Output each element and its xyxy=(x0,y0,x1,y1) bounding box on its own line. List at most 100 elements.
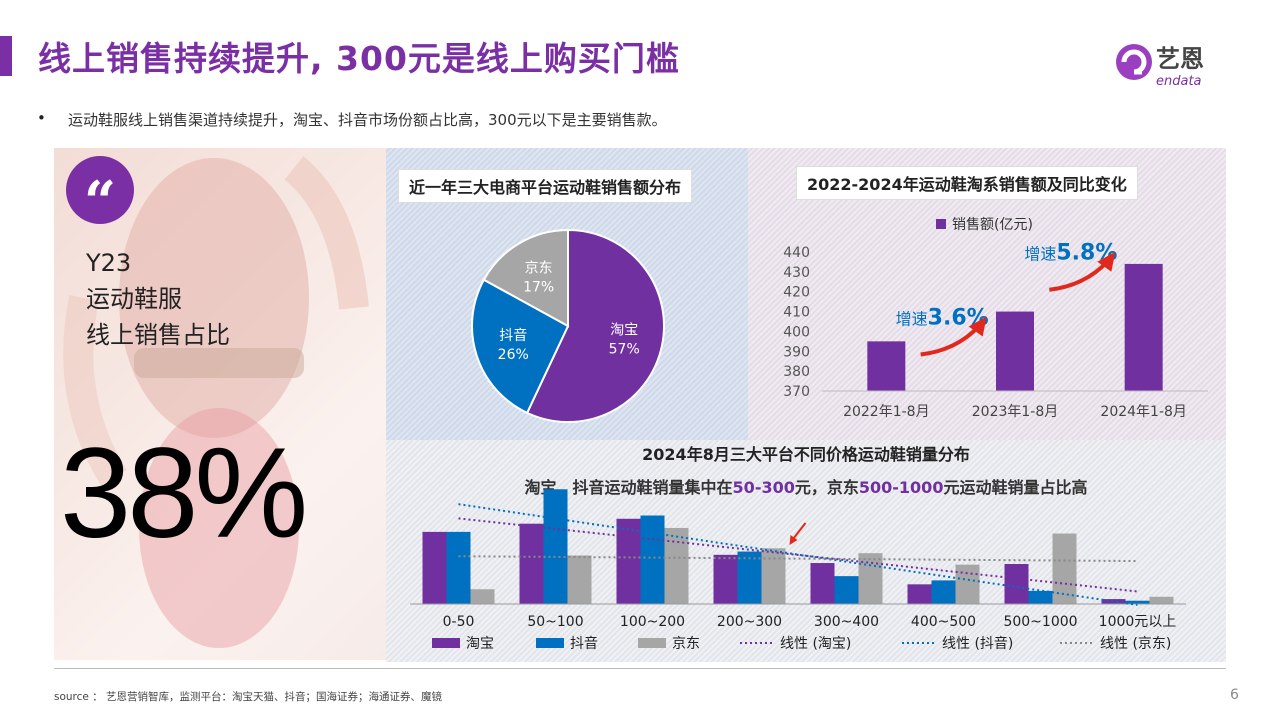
price-bar-1-3 xyxy=(737,551,762,604)
price-bar-2-1 xyxy=(567,555,592,604)
growth-arrowhead-0 xyxy=(968,316,987,337)
y-tick-label: 430 xyxy=(783,265,810,281)
legend-swatch-0 xyxy=(432,638,460,648)
quote-icon: “ xyxy=(66,156,134,235)
pie-label-value-1: 26% xyxy=(498,347,529,363)
footer-divider xyxy=(54,668,1226,669)
source-note: source ： 艺恩营销智库，监测平台：淘宝天猫、抖音；国海证券；海通证券、魔… xyxy=(54,691,443,703)
page-number: 6 xyxy=(1230,687,1239,703)
legend-swatch-2 xyxy=(638,638,666,648)
growth-annotation-0: 增速3.6% xyxy=(896,305,989,330)
y-tick-label: 440 xyxy=(783,245,810,261)
trendline-0 xyxy=(458,517,1138,593)
price-x-label-6: 500~1000 xyxy=(1003,614,1077,630)
annual-bar-0 xyxy=(867,341,906,391)
price-bar-2-6 xyxy=(1052,533,1077,604)
price-bar-1-6 xyxy=(1028,590,1053,604)
price-x-label-2: 100~200 xyxy=(620,614,685,630)
price-bar-2-3 xyxy=(761,548,786,604)
bullet-text: 运动鞋服线上销售渠道持续提升，淘宝、抖音市场份额占比高，300元以下是主要销售款… xyxy=(68,111,667,129)
price-x-label-1: 50~100 xyxy=(527,614,583,630)
price-bar-1-7 xyxy=(1125,600,1150,604)
y-tick-label: 390 xyxy=(783,344,810,360)
pie-slice-2 xyxy=(482,228,569,328)
growth-arrowhead-1 xyxy=(1097,251,1116,272)
price-x-label-0: 0-50 xyxy=(443,614,475,630)
price-bar-1-0 xyxy=(446,531,471,604)
pie-chart: 淘宝 57% 抖音 26% 京东 17% xyxy=(471,228,665,423)
price-bar-2-5 xyxy=(955,564,980,604)
y-tick-label: 400 xyxy=(783,324,810,340)
endata-logo: 艺恩 endata xyxy=(1112,40,1242,90)
y-tick-label: 380 xyxy=(783,364,810,380)
pie-slice-0 xyxy=(525,228,665,423)
pie-label-value-0: 57% xyxy=(609,342,640,358)
price-x-label-7: 1000元以上 xyxy=(1099,614,1177,630)
legend-label-1: 抖音 xyxy=(570,635,598,652)
price-bar-0-3 xyxy=(713,554,738,604)
pie-label-name-1: 抖音 xyxy=(499,327,527,344)
stat-label-year: Y23 xyxy=(86,249,132,277)
x-tick-label-0: 2022年1-8月 xyxy=(843,404,930,420)
x-tick-label-2: 2024年1-8月 xyxy=(1100,404,1187,420)
highlight-arrowhead xyxy=(789,535,798,545)
logo-icon xyxy=(1116,44,1152,80)
y-tick-label: 410 xyxy=(783,305,810,321)
page-title: 线上销售持续提升, 300元是线上购买门槛 xyxy=(38,39,680,78)
price-bar-0-0 xyxy=(422,531,447,604)
price-bar-2-7 xyxy=(1149,596,1174,604)
annual-bar-2 xyxy=(1124,263,1163,391)
price-bar-1-5 xyxy=(931,580,956,604)
bullet-dot: • xyxy=(37,109,46,127)
logo-subtext: endata xyxy=(1156,74,1202,89)
price-bar-1-2 xyxy=(640,515,665,604)
left-image-panel xyxy=(54,148,386,660)
pie-label-name-0: 淘宝 xyxy=(610,323,638,339)
legend-swatch-sales xyxy=(936,219,946,229)
growth-arrow-0 xyxy=(920,325,981,357)
stat-label: Y23 运动鞋服 线上销售占比 xyxy=(86,245,230,353)
price-chart-subtitle: 淘宝、抖音运动鞋销量集中在50-300元，京东500-1000元运动鞋销量占比高 xyxy=(525,478,1088,497)
legend-label-sales: 销售额(亿元) xyxy=(952,217,1033,233)
price-bar-0-2 xyxy=(616,518,641,604)
legend-label-0: 淘宝 xyxy=(466,636,494,652)
logo-text: 艺恩 xyxy=(1156,45,1204,73)
y-tick-label: 370 xyxy=(783,384,810,400)
price-x-label-5: 400~500 xyxy=(911,614,976,630)
pie-chart-title: 近一年三大电商平台运动鞋销售额分布 xyxy=(398,169,693,203)
price-bar-1-4 xyxy=(834,576,859,604)
annual-bar-chart: 销售额(亿元) 370 380 390 400 410 420 430 440 2022年1-8月… xyxy=(783,217,1208,420)
pie-label-name-2: 京东 xyxy=(525,260,553,276)
y-tick-label: 420 xyxy=(783,285,810,301)
price-bar-0-1 xyxy=(519,523,544,604)
legend-label-3: 线性 (淘宝) xyxy=(780,636,851,652)
price-bar-0-7 xyxy=(1101,599,1126,604)
big-stat-value: 38% xyxy=(60,422,308,565)
growth-arrow-1 xyxy=(1049,260,1109,292)
legend-label-4: 线性 (抖音) xyxy=(942,635,1013,652)
price-bar-0-4 xyxy=(810,563,835,604)
annual-bar-chart-title: 2022-2024年运动鞋淘系销售额及同比变化 xyxy=(796,166,1138,200)
stat-label-metric: 线上销售占比 xyxy=(86,321,230,349)
annual-bar-1 xyxy=(996,311,1034,391)
price-distribution-chart: 2024年8月三大平台不同价格运动鞋销量分布淘宝、抖音运动鞋销量集中在50-30… xyxy=(410,445,1186,652)
legend-label-2: 京东 xyxy=(672,636,700,652)
price-bar-2-2 xyxy=(664,527,689,604)
price-x-label-3: 200~300 xyxy=(717,614,782,630)
stat-label-category: 运动鞋服 xyxy=(86,285,182,313)
price-chart-title: 2024年8月三大平台不同价格运动鞋销量分布 xyxy=(642,445,970,464)
x-tick-label-1: 2023年1-8月 xyxy=(972,404,1059,420)
fashion-figure-image xyxy=(63,156,369,648)
price-x-label-4: 300~400 xyxy=(814,614,879,630)
price-bar-0-5 xyxy=(907,584,932,604)
legend-swatch-1 xyxy=(536,638,564,648)
growth-annotation-1: 增速5.8% xyxy=(1024,241,1117,266)
price-bar-2-0 xyxy=(470,589,495,604)
title-accent-bar xyxy=(0,36,12,76)
pie-label-value-2: 17% xyxy=(523,279,554,295)
price-bar-2-4 xyxy=(858,553,883,604)
legend-label-5: 线性 (京东) xyxy=(1100,636,1171,652)
price-bar-1-1 xyxy=(543,489,568,604)
trendline-2 xyxy=(458,555,1138,563)
price-bar-0-6 xyxy=(1004,564,1029,604)
